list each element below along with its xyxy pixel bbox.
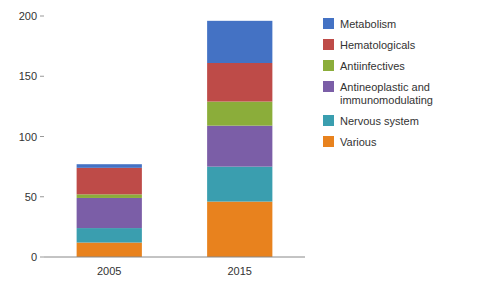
legend-swatch	[323, 115, 334, 126]
y-tick-label: 150	[19, 70, 37, 82]
x-axis: 2005 2015	[44, 257, 305, 277]
tick-mark	[40, 257, 44, 258]
legend-label: Antineoplastic andimmunomodulating	[340, 81, 433, 106]
legend-label: Metabolism	[340, 18, 396, 30]
legend-label: Various	[340, 136, 377, 148]
bar-segment	[207, 126, 272, 167]
bar-segment	[77, 228, 142, 242]
bar-segment	[207, 63, 272, 102]
tick-mark	[40, 16, 44, 17]
bar-segment	[207, 167, 272, 202]
bar-segment	[77, 194, 142, 198]
legend-swatch	[323, 60, 334, 71]
bar-segment	[77, 164, 142, 168]
y-tick-label: 50	[25, 191, 37, 203]
bar-segment	[207, 202, 272, 257]
tick-mark	[40, 76, 44, 77]
bar-segment	[207, 21, 272, 63]
x-tick-label: 2005	[97, 265, 121, 277]
legend-label: Antiinfectives	[340, 60, 405, 72]
legend-label: Nervous system	[340, 115, 419, 127]
y-tick-label: 200	[19, 10, 37, 22]
y-axis: 0 50 100 150 200	[19, 10, 44, 263]
bar-segment	[77, 198, 142, 228]
legend-swatch	[323, 39, 334, 50]
tick-mark	[40, 196, 44, 197]
y-tick-label: 0	[31, 251, 37, 263]
x-tick-label: 2015	[228, 265, 252, 277]
bar-segment	[207, 102, 272, 126]
y-tick-label: 100	[19, 131, 37, 143]
legend-swatch	[323, 136, 334, 147]
bar-segment	[77, 243, 142, 257]
legend-label: Hematologicals	[340, 39, 416, 51]
bar-segment	[77, 168, 142, 195]
x-axis-line	[44, 257, 305, 258]
chart-svg: 0 50 100 150 200 2005 2015 Metabolism Hematologi…	[0, 0, 500, 287]
bars	[77, 21, 273, 257]
legend: Metabolism Hematologicals Antiinfectives An…	[323, 18, 433, 148]
tick-mark	[40, 136, 44, 137]
legend-swatch	[323, 18, 334, 29]
legend-swatch	[323, 81, 334, 92]
chart-container: 0 50 100 150 200 2005 2015 Metabolism Hematologi…	[0, 0, 500, 287]
